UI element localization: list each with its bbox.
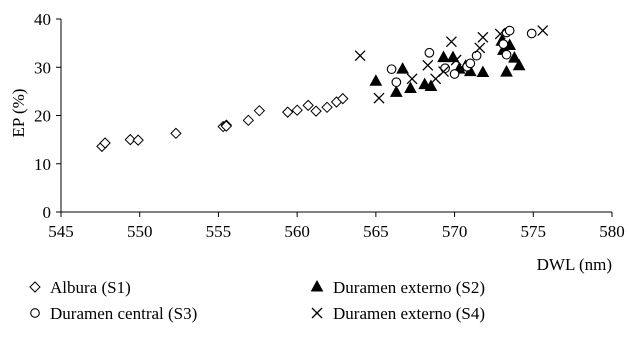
data-point xyxy=(445,36,457,48)
y-axis-ticks: 0 10 20 30 40 xyxy=(34,10,61,222)
legend-item: Duramen externo (S4) xyxy=(311,304,485,323)
data-point xyxy=(404,81,417,93)
data-point xyxy=(424,47,435,58)
data-point xyxy=(170,127,182,140)
data-point xyxy=(422,59,434,71)
data-point xyxy=(500,65,513,77)
data-point xyxy=(354,50,366,62)
x-tick-label: 555 xyxy=(206,222,232,241)
legend-label: Duramen externo (S2) xyxy=(333,278,485,297)
legend-label: Albura (S1) xyxy=(50,278,131,297)
data-point xyxy=(310,105,322,117)
x-axis-ticks: 545 550 555 560 565 570 575 580 xyxy=(48,212,625,241)
data-point xyxy=(508,51,521,63)
data-point xyxy=(450,54,462,66)
data-point xyxy=(501,49,512,60)
data-point xyxy=(99,137,111,149)
data-point xyxy=(498,39,509,49)
data-point xyxy=(253,104,266,117)
legend-item: Albura (S1) xyxy=(29,278,131,297)
data-point xyxy=(132,134,144,146)
data-point xyxy=(281,106,294,118)
legend-marker xyxy=(30,308,40,318)
data-point xyxy=(406,73,418,85)
data-point xyxy=(373,92,385,104)
data-point xyxy=(437,50,450,63)
data-point xyxy=(477,31,489,43)
data-point xyxy=(389,85,403,97)
data-point xyxy=(512,58,526,71)
x-tick-label: 565 xyxy=(363,222,389,241)
x-axis-title: DWL (nm) xyxy=(537,255,612,274)
data-point xyxy=(476,65,490,78)
data-point xyxy=(424,79,438,92)
data-point xyxy=(321,101,333,114)
data-point xyxy=(220,120,233,132)
data-markers xyxy=(96,25,549,153)
y-tick-label: 0 xyxy=(43,203,52,222)
y-tick-label: 30 xyxy=(34,58,51,77)
series-4 xyxy=(354,25,549,104)
series-1 xyxy=(96,92,349,153)
x-tick-label: 545 xyxy=(48,222,74,241)
legend-item: Duramen externo (S2) xyxy=(310,278,485,297)
legend-item: Duramen central (S3) xyxy=(30,304,197,323)
data-point xyxy=(526,28,537,39)
y-tick-label: 20 xyxy=(34,107,51,126)
data-point xyxy=(396,62,409,74)
data-point xyxy=(471,50,482,61)
legend-marker xyxy=(29,281,41,293)
data-point xyxy=(465,58,476,69)
data-point xyxy=(440,63,450,74)
x-tick-label: 560 xyxy=(284,222,310,241)
axes xyxy=(60,19,612,213)
data-point xyxy=(386,64,397,75)
data-point xyxy=(337,92,349,105)
data-point xyxy=(494,28,506,40)
y-tick-label: 10 xyxy=(34,155,51,174)
data-point xyxy=(291,104,303,116)
legend-label: Duramen central (S3) xyxy=(50,304,197,323)
data-point xyxy=(391,77,402,88)
data-point xyxy=(449,69,460,79)
legend-marker xyxy=(311,307,323,319)
x-tick-label: 570 xyxy=(442,222,468,241)
y-tick-label: 40 xyxy=(34,10,51,29)
legend: Albura (S1) Duramen externo (S2) Duramen c… xyxy=(29,278,485,323)
data-point xyxy=(302,99,314,112)
x-tick-label: 575 xyxy=(521,222,547,241)
data-point xyxy=(124,133,136,146)
y-axis-title: EP (%) xyxy=(9,89,28,138)
legend-marker xyxy=(310,279,324,292)
x-tick-label: 550 xyxy=(127,222,153,241)
data-point xyxy=(438,66,450,78)
data-point xyxy=(369,74,383,86)
data-point xyxy=(474,42,486,54)
data-point xyxy=(537,25,549,37)
x-tick-label: 580 xyxy=(599,222,625,241)
data-point xyxy=(242,114,255,127)
data-point xyxy=(504,25,515,36)
legend-label: Duramen externo (S4) xyxy=(333,304,485,323)
